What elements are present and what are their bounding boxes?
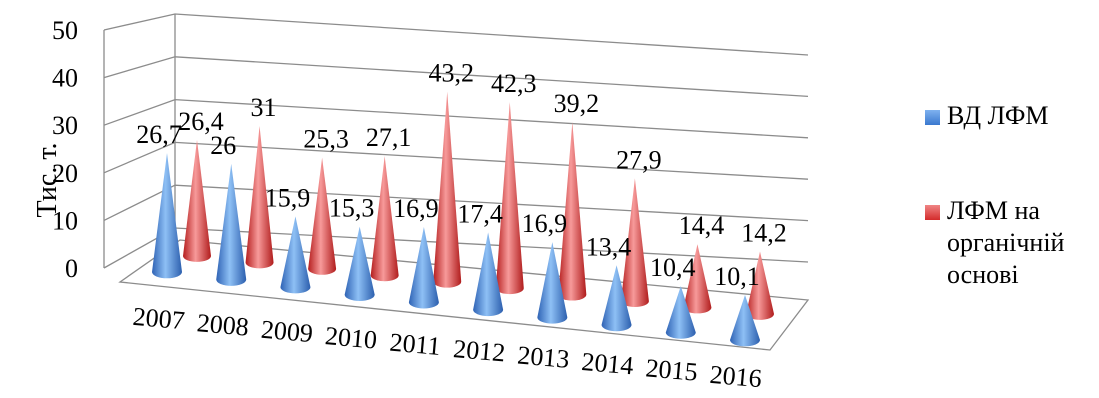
legend: ВД ЛФМ ЛФМ на органічній основі	[925, 100, 1099, 291]
x-tick-label: 2014	[580, 347, 634, 380]
data-label-red: 14,2	[741, 219, 787, 248]
cone-blue	[601, 265, 632, 332]
data-label-blue: 26,7	[136, 120, 182, 149]
data-label-red: 42,3	[491, 69, 537, 98]
y-axis: 0 10 20 30 40 50	[52, 16, 78, 283]
cone-red	[746, 251, 774, 320]
gridline	[103, 13, 809, 56]
cone-red	[183, 139, 212, 262]
cone-blue	[152, 153, 182, 279]
cone-red	[558, 122, 587, 301]
cone-red	[245, 126, 274, 269]
cone-blue	[344, 226, 375, 301]
x-tick-label: 2010	[324, 321, 378, 354]
data-label-blue: 10,1	[714, 262, 760, 291]
data-label-red: 43,2	[428, 59, 474, 88]
cone-blue	[665, 286, 696, 339]
y-tick-label: 10	[52, 206, 78, 235]
x-axis: 2007 2008 2009 2010 2011 2012 2013 2014 2015 2016	[132, 302, 763, 393]
data-label-red: 25,3	[303, 125, 349, 154]
x-tick-label: 2009	[260, 315, 314, 348]
data-label-red: 27,1	[366, 123, 412, 152]
data-label-blue: 15,9	[265, 183, 311, 212]
chart-walls	[103, 13, 810, 351]
data-label-red: 39,2	[554, 89, 600, 118]
x-tick-label: 2012	[452, 334, 506, 367]
x-tick-label: 2016	[709, 360, 763, 393]
legend-label-line-1: ЛФМ на	[947, 196, 1040, 225]
x-tick-label: 2013	[516, 340, 570, 373]
data-label-red: 14,4	[679, 211, 725, 240]
cone-blue	[537, 242, 568, 324]
data-label-red: 31	[251, 93, 277, 122]
legend-item-series-1: ВД ЛФМ	[925, 100, 1099, 132]
y-tick-label: 0	[65, 254, 78, 283]
cone-red	[620, 178, 649, 307]
cone-red	[370, 156, 399, 282]
data-labels: 26,726,426 31 15,9 25,3 15,3 27,1 16,9 43,2 17,4…	[136, 59, 787, 291]
x-tick-label: 2007	[132, 302, 186, 335]
x-tick-label: 2008	[196, 308, 250, 341]
plot-area	[152, 91, 774, 347]
x-tick-label: 2011	[388, 328, 441, 361]
legend-label-line-2: органічній	[947, 228, 1065, 257]
data-label-red: 26,4	[178, 107, 224, 136]
data-label-blue: 16,9	[393, 194, 439, 223]
legend-label: ВД ЛФМ	[947, 101, 1049, 130]
data-label-blue: 16,9	[522, 209, 568, 238]
cone-red	[308, 157, 337, 275]
cone-red	[495, 102, 524, 295]
cone-blue	[216, 163, 247, 286]
cone-red	[433, 91, 462, 288]
y-tick-label: 20	[52, 159, 78, 188]
cone-blue	[408, 227, 439, 309]
legend-label-line-3: основі	[947, 260, 1019, 289]
y-tick-label: 50	[52, 16, 78, 45]
data-label-blue: 26	[210, 131, 236, 160]
legend-swatch-blue	[925, 110, 940, 125]
data-label-red: 27,9	[616, 145, 662, 174]
cone-blue	[473, 232, 504, 317]
cone-red	[683, 244, 712, 314]
legend-swatch-red	[925, 205, 940, 220]
data-label-blue: 15,3	[329, 194, 375, 223]
x-tick-label: 2015	[644, 353, 698, 386]
y-tick-label: 40	[52, 64, 78, 93]
y-tick-label: 30	[52, 111, 78, 140]
legend-item-series-2: ЛФМ на органічній основі	[925, 195, 1099, 291]
cone-blue	[730, 295, 760, 347]
y-axis-title: Тис. т.	[32, 143, 63, 218]
cone-blue	[280, 216, 311, 294]
data-label-blue: 10,4	[650, 253, 696, 282]
data-label-blue: 13,4	[586, 232, 632, 261]
data-label-blue: 17,4	[457, 199, 503, 228]
